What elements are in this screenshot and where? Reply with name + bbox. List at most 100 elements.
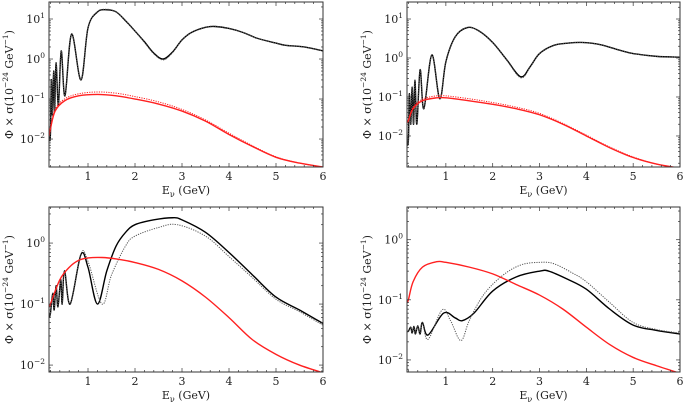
series-red-solid bbox=[49, 256, 323, 372]
x-label-unit: (GeV) bbox=[532, 389, 567, 402]
y-axis-label: Φ × σ(10−24 GeV−1) bbox=[359, 30, 374, 139]
y-axis-label: Φ × σ(10−24 GeV−1) bbox=[359, 235, 374, 344]
x-label-main: E bbox=[519, 184, 527, 197]
y-tick-base: 10 bbox=[378, 91, 392, 104]
y-axis-label: Φ × σ(10−24 GeV−1) bbox=[1, 30, 16, 139]
y-tick-label: 101 bbox=[384, 11, 403, 26]
y-tick-exponent: 0 bbox=[398, 50, 403, 59]
y-tick-base: 10 bbox=[384, 234, 398, 247]
y-tick-label: 10−1 bbox=[20, 296, 45, 311]
x-tick-label: 6 bbox=[320, 375, 327, 388]
y-label-part: GeV bbox=[361, 44, 374, 72]
y-tick-exponent: −2 bbox=[34, 131, 45, 140]
series-black-solid bbox=[49, 217, 323, 325]
y-tick-exponent: −2 bbox=[392, 128, 403, 137]
y-tick-label: 10−1 bbox=[378, 89, 403, 104]
x-tick-label: 3 bbox=[179, 170, 186, 183]
x-tick-label: 3 bbox=[536, 375, 543, 388]
y-tick-base: 10 bbox=[384, 52, 398, 65]
x-axis-label: Eν (GeV) bbox=[162, 389, 210, 404]
series-black-dotted bbox=[49, 223, 323, 326]
y-tick-base: 10 bbox=[20, 359, 34, 372]
y-tick-label: 10−2 bbox=[20, 357, 45, 372]
y-tick-exponent: −1 bbox=[34, 296, 45, 305]
y-tick-base: 10 bbox=[20, 93, 34, 106]
y-label-part: Φ × σ(10 bbox=[3, 293, 16, 344]
y-tick-base: 10 bbox=[26, 13, 40, 26]
y-tick-label: 10−1 bbox=[20, 91, 45, 106]
x-tick-label: 2 bbox=[132, 170, 139, 183]
x-tick-label: 3 bbox=[536, 170, 543, 183]
y-label-part: GeV bbox=[3, 249, 16, 277]
series-black-solid bbox=[407, 26, 680, 146]
y-tick-exponent: 0 bbox=[398, 232, 403, 241]
y-tick-exponent: −1 bbox=[392, 89, 403, 98]
y-tick-base: 10 bbox=[378, 294, 392, 307]
y-tick-exponent: 0 bbox=[40, 51, 45, 60]
y-tick-exponent: −2 bbox=[392, 352, 403, 361]
y-tick-label: 101 bbox=[26, 11, 45, 26]
x-tick-label: 4 bbox=[226, 375, 233, 388]
y-tick-exponent: 1 bbox=[398, 11, 403, 20]
x-label-main: E bbox=[162, 389, 170, 402]
y-label-exp: −1 bbox=[1, 34, 10, 45]
y-label-exp: −1 bbox=[359, 239, 368, 250]
series-red-dotted bbox=[49, 91, 323, 167]
y-label-part: ) bbox=[3, 235, 16, 239]
x-tick-label: 5 bbox=[273, 375, 280, 388]
x-tick-label: 2 bbox=[489, 170, 496, 183]
series-black-dotted bbox=[407, 261, 680, 342]
y-tick-label: 100 bbox=[384, 50, 403, 65]
plot-frame bbox=[406, 206, 681, 373]
x-label-main: E bbox=[519, 389, 527, 402]
x-tick-label: 1 bbox=[442, 170, 449, 183]
series-black-dotted bbox=[49, 8, 323, 141]
y-label-part: Φ × σ(10 bbox=[361, 88, 374, 139]
y-tick-label: 10−2 bbox=[20, 131, 45, 146]
x-axis-label: Eν (GeV) bbox=[519, 389, 567, 404]
y-label-part: GeV bbox=[3, 44, 16, 72]
x-label-unit: (GeV) bbox=[175, 389, 210, 402]
y-tick-label: 10−2 bbox=[378, 128, 403, 143]
x-axis-label: Eν (GeV) bbox=[519, 184, 567, 199]
y-tick-base: 10 bbox=[384, 13, 398, 26]
series-black-solid bbox=[49, 8, 323, 141]
y-tick-exponent: −1 bbox=[392, 292, 403, 301]
x-tick-label: 5 bbox=[630, 375, 637, 388]
y-label-exp: −1 bbox=[1, 239, 10, 250]
plot-frame bbox=[48, 1, 324, 168]
x-tick-label: 3 bbox=[179, 375, 186, 388]
y-label-exp: −24 bbox=[1, 277, 10, 293]
series-black-dotted bbox=[407, 26, 680, 146]
x-label-sub: ν bbox=[527, 190, 532, 199]
y-tick-exponent: −2 bbox=[34, 357, 45, 366]
series-red-solid bbox=[49, 93, 323, 167]
y-tick-base: 10 bbox=[26, 53, 40, 66]
y-label-part: Φ × σ(10 bbox=[3, 88, 16, 139]
x-label-sub: ν bbox=[527, 395, 532, 404]
x-tick-label: 6 bbox=[677, 375, 684, 388]
x-tick-label: 1 bbox=[85, 170, 92, 183]
y-tick-label: 10−1 bbox=[378, 292, 403, 307]
x-axis-label: Eν (GeV) bbox=[162, 184, 210, 199]
x-tick-label: 4 bbox=[226, 170, 233, 183]
plot-frame bbox=[48, 206, 324, 373]
y-tick-label: 100 bbox=[26, 51, 45, 66]
x-tick-label: 6 bbox=[677, 170, 684, 183]
series-red-dotted bbox=[407, 94, 677, 167]
x-tick-label: 2 bbox=[132, 375, 139, 388]
y-tick-base: 10 bbox=[20, 298, 34, 311]
y-axis-label: Φ × σ(10−24 GeV−1) bbox=[1, 235, 16, 344]
series-red-solid bbox=[407, 96, 678, 167]
y-label-part: ) bbox=[361, 235, 374, 239]
y-tick-base: 10 bbox=[20, 133, 34, 146]
y-label-part: Φ × σ(10 bbox=[361, 293, 374, 344]
y-label-exp: −1 bbox=[359, 34, 368, 45]
x-label-unit: (GeV) bbox=[532, 184, 567, 197]
y-tick-label: 100 bbox=[384, 232, 403, 247]
